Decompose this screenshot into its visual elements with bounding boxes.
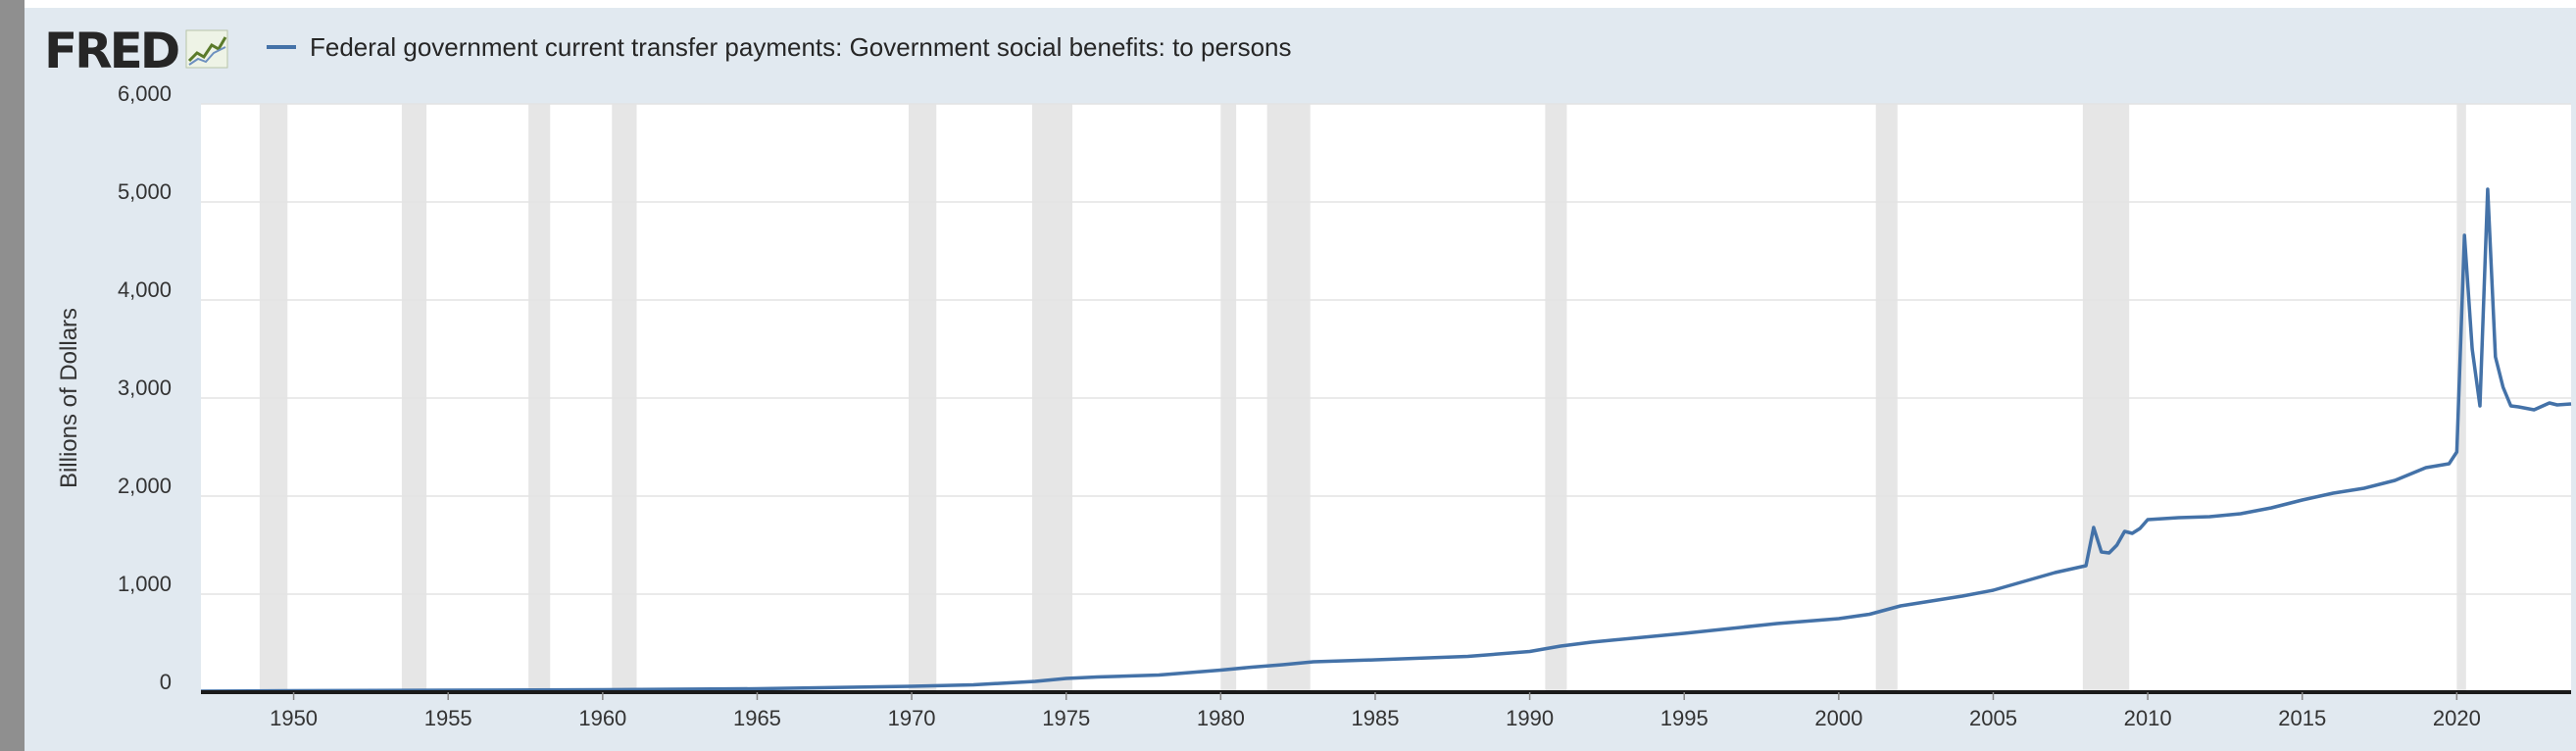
y-tick-label: 6,000 (118, 81, 172, 106)
series-line (200, 187, 2572, 693)
x-tick-label: 2015 (2278, 706, 2326, 730)
x-tick-label: 1965 (733, 706, 781, 730)
x-tick-label: 1950 (270, 706, 318, 730)
x-tick-label: 1975 (1042, 706, 1090, 730)
gridlines (201, 103, 2571, 595)
fred-logo[interactable]: FRED (44, 22, 228, 80)
x-tick-label: 1995 (1660, 706, 1709, 730)
y-tick-label: 2,000 (118, 474, 172, 498)
fred-logo-text: FRED (44, 23, 180, 79)
x-tick-label: 2005 (1969, 706, 2017, 730)
y-tick-label: 5,000 (118, 179, 172, 204)
top-strip (25, 0, 2576, 8)
series-layer (200, 187, 2572, 693)
legend-series-swatch (267, 45, 296, 49)
y-tick-label: 3,000 (118, 376, 172, 400)
x-axis-ticks: 1950 1955 1960 1965 1970 1975 1980 1985 1990 1995… (270, 692, 2481, 730)
x-tick-label: 2010 (2124, 706, 2172, 730)
x-tick-label: 2020 (2433, 706, 2481, 730)
y-axis-ticks: 0 1,000 2,000 3,000 4,000 5,000 6,000 (118, 81, 172, 694)
x-tick-label: 1985 (1351, 706, 1399, 730)
fred-chart-icon (185, 29, 228, 74)
legend-series-label: Federal government current transfer paym… (310, 31, 1292, 62)
y-tick-label: 0 (160, 670, 172, 694)
x-tick-label: 1980 (1197, 706, 1245, 730)
x-tick-label: 1970 (888, 706, 936, 730)
x-tick-label: 1955 (424, 706, 472, 730)
chart-legend[interactable]: Federal government current transfer paym… (267, 27, 1291, 67)
y-tick-label: 4,000 (118, 277, 172, 302)
x-tick-label: 1960 (578, 706, 626, 730)
x-tick-label: 1990 (1506, 706, 1554, 730)
y-tick-label: 1,000 (118, 572, 172, 596)
x-tick-label: 2000 (1814, 706, 1862, 730)
y-axis-title: Billions of Dollars (56, 308, 82, 488)
